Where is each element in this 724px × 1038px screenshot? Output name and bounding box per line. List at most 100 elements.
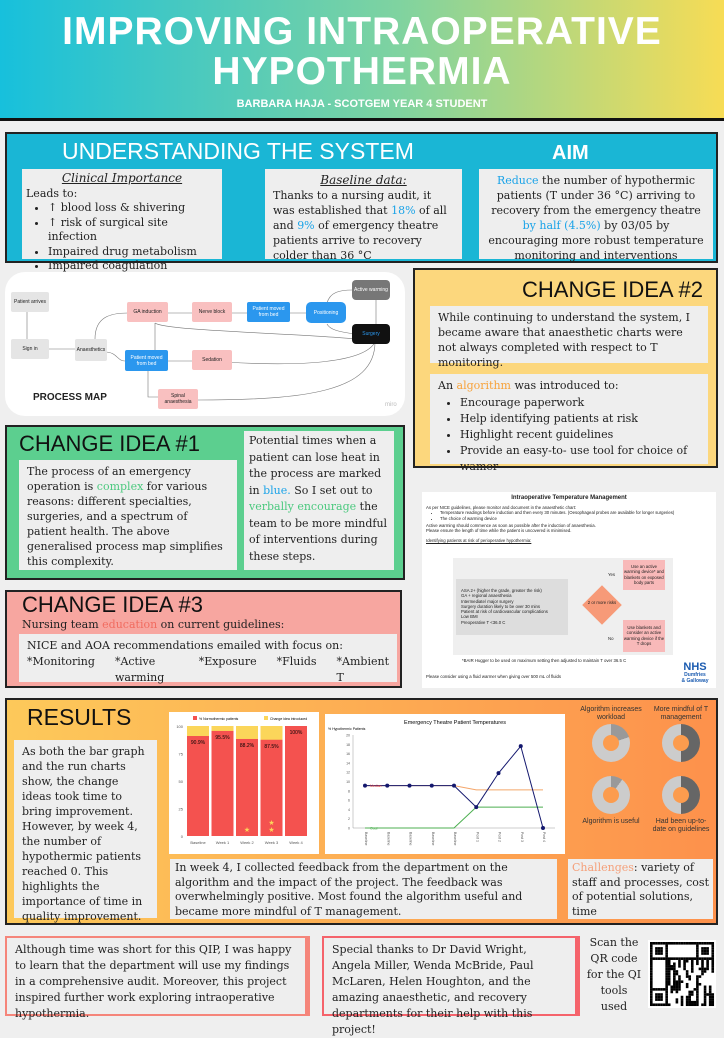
qr-module	[685, 975, 689, 978]
qr-module	[657, 942, 661, 945]
x-tick-label: Week 1	[216, 840, 230, 845]
qr-module	[652, 957, 656, 960]
heat-loss-text: So I set out to	[290, 483, 373, 497]
qr-module	[703, 942, 707, 945]
qr-module	[685, 942, 689, 945]
qr-module	[665, 985, 668, 989]
qr-module	[667, 967, 671, 971]
qr-module	[650, 993, 653, 996]
donut-title: Had been up-to-date on guidelines	[652, 818, 710, 833]
qr-module	[685, 1000, 689, 1004]
star-icon: ★	[268, 819, 274, 827]
qr-module	[690, 990, 694, 994]
qr-module	[673, 942, 676, 945]
qr-module	[680, 995, 684, 999]
qr-module	[703, 967, 707, 971]
qr-module	[693, 1003, 697, 1007]
risk-item: GA + regional anaesthesia	[461, 593, 512, 599]
qr-module	[675, 972, 679, 976]
qr-module	[657, 988, 661, 991]
qr-module	[698, 982, 702, 986]
qr-module	[701, 942, 704, 945]
risk-item: ASA 2+ (higher the grade, greater the ri…	[461, 588, 542, 593]
qr-module	[665, 1003, 668, 1007]
qr-module	[655, 949, 658, 953]
qr-module	[701, 965, 704, 968]
qr-module	[650, 995, 653, 999]
qr-module	[650, 985, 653, 989]
qr-module	[655, 952, 658, 955]
education-highlight: education	[102, 618, 158, 631]
qr-module	[655, 1003, 658, 1007]
clinical-lead: Leads to:	[26, 187, 78, 200]
results-section: RESULTS As both the bar graph and the ru…	[5, 698, 718, 925]
donut-title: More mindful of T management	[653, 706, 709, 721]
qr-module	[667, 972, 671, 976]
qr-module	[673, 988, 676, 991]
legend-label: % Normothermic patients	[199, 717, 239, 721]
education-box: NICE and AOA recommendations emailed wit…	[19, 634, 397, 684]
qr-module	[696, 977, 699, 981]
qr-module	[665, 962, 668, 966]
baseline-value-all: 18%	[391, 204, 416, 217]
qr-module	[660, 949, 663, 953]
qr-module	[708, 985, 712, 989]
qr-module	[650, 944, 653, 948]
education-text: Nursing team	[22, 618, 103, 631]
qr-module	[703, 957, 707, 960]
qr-module	[706, 993, 709, 996]
qr-module	[680, 998, 684, 1001]
qr-module	[667, 977, 671, 981]
qr-module	[667, 942, 671, 945]
qr-module	[665, 995, 668, 999]
qr-module	[690, 1000, 694, 1004]
algorithm-text: An	[438, 379, 457, 392]
qr-module	[673, 977, 676, 981]
qr-module	[650, 954, 653, 958]
qr-module	[703, 947, 707, 950]
data-point	[385, 783, 390, 788]
x-tick-label: Baseline	[409, 832, 413, 845]
qr-module	[696, 1003, 699, 1007]
heat-loss-text: Potential times when a patient can lose …	[249, 434, 382, 497]
nhs-logo: NHS Dumfries & Galloway	[681, 661, 709, 684]
algorithm-goal: Encourage paperwork	[460, 395, 700, 411]
qr-module	[703, 949, 707, 953]
qr-module	[673, 967, 676, 971]
x-tick-label: Week 4	[289, 840, 303, 845]
qr-module	[665, 970, 668, 973]
qr-module	[703, 952, 707, 955]
qr-module	[711, 1003, 715, 1007]
qr-module	[660, 947, 663, 950]
qr-module	[665, 982, 668, 986]
qr-module	[685, 957, 689, 960]
algorithm-goal: Highlight recent guidelines	[460, 427, 700, 443]
qr-module	[696, 962, 699, 966]
median-label: Median	[370, 784, 382, 788]
run-chart: Emergency Theatre Patient Temperatures % …	[325, 714, 565, 854]
qr-module	[673, 980, 676, 983]
qr-module	[703, 990, 707, 994]
qr-module	[650, 1000, 653, 1004]
qr-module	[678, 959, 681, 963]
qr-module	[650, 990, 653, 994]
qr-module	[675, 980, 679, 983]
qr-module	[667, 970, 671, 973]
qr-module	[698, 957, 702, 960]
risk-item: Low BMI	[461, 614, 478, 620]
qr-code[interactable]	[648, 940, 716, 1008]
qr-module	[698, 975, 702, 978]
no-label: No	[608, 636, 614, 641]
data-point	[496, 771, 501, 776]
qr-module	[655, 993, 658, 996]
x-tick-label: Baseline	[431, 832, 435, 845]
qr-module	[711, 954, 715, 958]
heat-loss-highlight: verbally encourage	[249, 500, 357, 513]
qr-module	[665, 957, 668, 960]
qr-module	[690, 957, 694, 960]
qr-module	[711, 995, 715, 999]
qr-module	[685, 970, 689, 973]
qr-module	[690, 1003, 694, 1007]
qr-module	[690, 993, 694, 996]
pm-node-nerve-block: Nerve block	[192, 302, 232, 322]
